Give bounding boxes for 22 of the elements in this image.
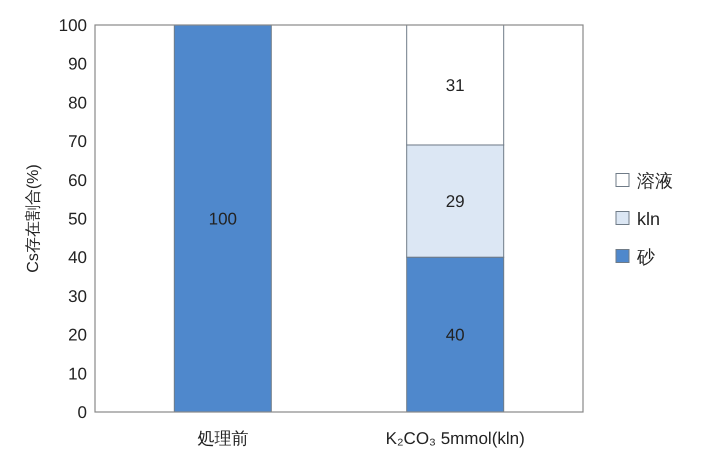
- y-axis-title: Cs存在割合(%): [24, 164, 42, 273]
- y-tick-label: 70: [68, 132, 87, 152]
- x-tick-label: 処理前: [197, 429, 248, 448]
- y-tick-label: 10: [68, 364, 87, 384]
- data-label: 40: [446, 326, 465, 345]
- y-tick-label: 60: [68, 170, 87, 190]
- y-tick-label: 50: [68, 209, 87, 228]
- legend-label: kln: [637, 208, 660, 229]
- bar: [174, 24, 272, 412]
- y-tick-label: 90: [68, 54, 87, 74]
- y-tick-label: 0: [78, 402, 87, 422]
- data-label: 29: [446, 192, 465, 212]
- data-label: 31: [446, 76, 465, 95]
- legend-label: 砂: [636, 246, 655, 267]
- data-label: 100: [208, 209, 237, 228]
- x-tick-label: K₂CO₃ 5mmol(kln): [386, 429, 525, 448]
- legend-label: 溶液: [637, 170, 673, 191]
- y-tick-label: 20: [68, 326, 87, 345]
- y-tick-label: 80: [68, 93, 87, 112]
- y-tick-label: 100: [58, 16, 87, 35]
- y-tick-label: 30: [68, 286, 87, 306]
- y-tick-label: 40: [68, 248, 87, 268]
